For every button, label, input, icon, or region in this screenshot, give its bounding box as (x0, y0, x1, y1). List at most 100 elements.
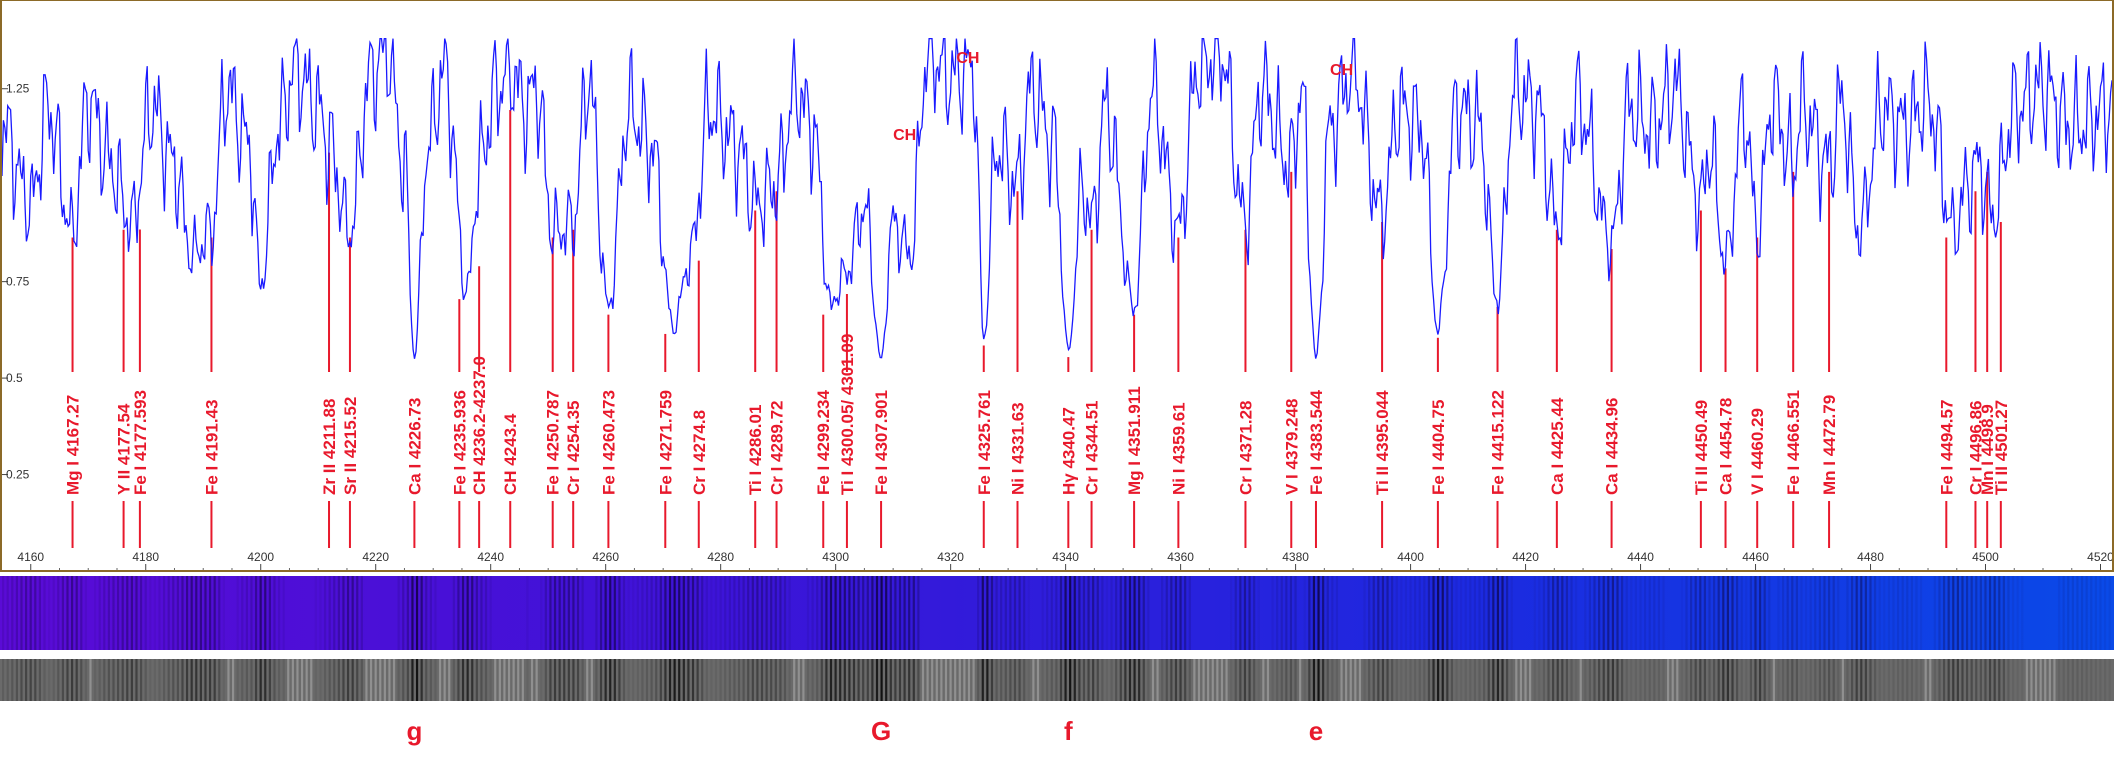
color-strip-line (641, 576, 644, 650)
color-strip-line (1956, 576, 1959, 650)
gray-strip-line (1745, 659, 1748, 701)
gray-strip-line (1004, 659, 1007, 701)
color-strip-line (1372, 576, 1375, 650)
gray-strip-bright (586, 659, 589, 701)
annotation-label: Fe I 4404.75 (1429, 400, 1448, 495)
gray-strip-bright (802, 659, 805, 701)
color-strip-line (1745, 576, 1748, 650)
gray-strip-bright (2030, 659, 2033, 701)
gray-strip-line (1046, 659, 1049, 701)
gray-strip-line (1919, 659, 1923, 701)
color-strip-line (609, 576, 612, 650)
annotation-label: Ti I 4286.01 (746, 405, 765, 495)
annotation-label: CH 4236.2-4237.0 (470, 356, 489, 495)
color-strip-line (1561, 576, 1564, 650)
color-strip-line (1970, 576, 1973, 650)
gray-strip-line (572, 659, 575, 701)
gray-strip-line (1910, 659, 1913, 701)
color-strip-line (1078, 576, 1081, 650)
color-strip-line (1777, 576, 1780, 650)
gray-strip-bright (1529, 659, 1532, 701)
gray-strip-line (645, 659, 649, 701)
gray-strip-bright (940, 659, 943, 701)
color-strip-line (153, 576, 156, 650)
annotation-label: V I 4379.248 (1282, 399, 1301, 495)
color-strip-line (825, 576, 828, 650)
gray-strip-line (1901, 659, 1904, 701)
gray-strip-line (346, 659, 350, 701)
gray-strip-line (613, 659, 616, 701)
gray-strip-line (1110, 659, 1113, 701)
gray-strip-line (199, 659, 202, 701)
color-strip-line (1501, 576, 1504, 650)
gray-strip-bright (1579, 659, 1582, 701)
gray-strip-line (1864, 659, 1867, 701)
annotation-label: Ca I 4226.73 (405, 398, 424, 495)
color-strip-line (687, 576, 690, 650)
color-strip-line (1064, 576, 1067, 650)
color-strip-line (765, 576, 768, 650)
gray-strip-line (1786, 659, 1789, 701)
gray-strip-line (236, 659, 239, 701)
gray-strip-bright (443, 659, 446, 701)
gray-strip-bright (494, 659, 497, 701)
color-strip-line (1234, 576, 1237, 650)
gray-strip-line (839, 659, 842, 701)
band-label: CH (956, 50, 979, 67)
color-strip-line (1335, 576, 1339, 650)
gray-strip-line (908, 659, 911, 701)
gray-strip-line (595, 659, 598, 701)
color-strip-line (834, 576, 837, 650)
color-strip-line (1933, 576, 1936, 650)
x-tick-label: 4440 (1627, 550, 1654, 564)
color-strip-line (2067, 576, 2070, 650)
color-strip-line (1602, 576, 1605, 650)
color-strip-line (1712, 576, 1716, 650)
gray-strip-line (204, 659, 207, 701)
x-tick-label: 4280 (707, 550, 734, 564)
color-strip-line (162, 576, 166, 650)
gray-strip-line (1809, 659, 1812, 701)
color-strip-line (1588, 576, 1592, 650)
color-strip-line (1400, 576, 1403, 650)
gray-strip-line (1735, 659, 1739, 701)
gray-strip-line (1000, 659, 1003, 701)
gray-strip-line (1069, 659, 1072, 701)
color-strip-line (1138, 576, 1141, 650)
color-strip-line (1887, 576, 1890, 650)
gray-strip-line (2090, 659, 2093, 701)
fraunhofer-label: G (871, 716, 891, 746)
color-strip-line (1469, 576, 1472, 650)
gray-strip-line (636, 659, 639, 701)
gray-strip-line (650, 659, 653, 701)
gray-strip-line (1837, 659, 1840, 701)
color-strip-line (351, 576, 354, 650)
gray-strip-line (1777, 659, 1780, 701)
gray-strip-line (563, 659, 566, 701)
gray-strip-line (1952, 659, 1955, 701)
color-strip-line (29, 576, 32, 650)
color-strip-line (1754, 576, 1757, 650)
gray-strip-line (1404, 659, 1408, 701)
gray-strip-line (765, 659, 768, 701)
color-strip-line (1547, 576, 1550, 650)
gray-strip-bright (296, 659, 299, 701)
gray-strip-line (457, 659, 460, 701)
gray-strip-line (1657, 659, 1661, 701)
gray-strip-line (1303, 659, 1306, 701)
color-strip-line (1961, 576, 1964, 650)
color-strip-line (158, 576, 161, 650)
gray-strip-bright (590, 659, 593, 701)
gray-strip-line (760, 659, 764, 701)
color-strip-line (1915, 576, 1918, 650)
color-strip-line (1662, 576, 1665, 650)
gray-strip-bright (926, 659, 929, 701)
color-strip-line (990, 576, 994, 650)
gray-strip-line (1662, 659, 1665, 701)
gray-strip-line (719, 659, 722, 701)
gray-strip-line (1892, 659, 1895, 701)
gray-strip-bright (2039, 659, 2042, 701)
color-strip-line (93, 576, 97, 650)
gray-strip-line (1096, 659, 1099, 701)
gray-strip-line (139, 659, 143, 701)
